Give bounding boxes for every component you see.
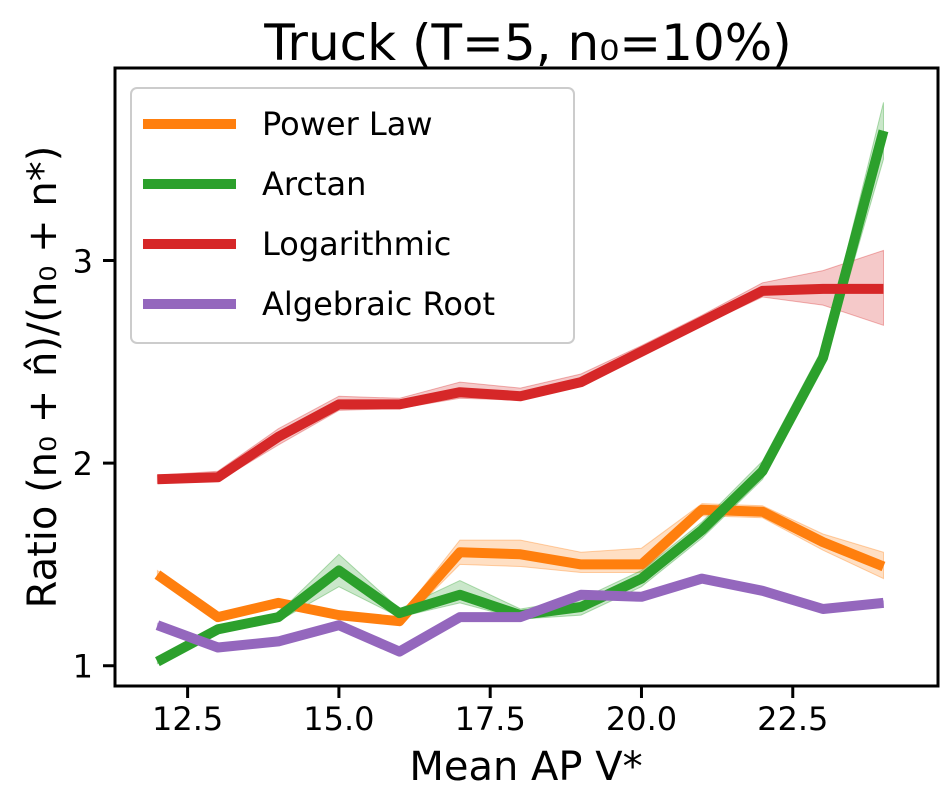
- series-line-algebraic-root: [155, 573, 885, 657]
- x-axis-ticks: 12.5 15.0 17.5 20.0 22.5: [152, 686, 828, 738]
- x-tick-label: 22.5: [757, 700, 828, 738]
- x-tick-label: 15.0: [303, 700, 374, 738]
- y-tick-label: 2: [73, 445, 93, 483]
- legend-label-logarithmic: Logarithmic: [262, 225, 451, 263]
- x-tick-label: 17.5: [455, 700, 526, 738]
- series-line-power-law: [154, 504, 886, 627]
- legend-box: [130, 87, 575, 344]
- chart-title: Truck (T=5, n₀=10%): [263, 14, 792, 72]
- legend: Power Law Arctan Logarithmic Algebraic Root: [130, 87, 575, 344]
- y-tick-label: 3: [73, 242, 93, 280]
- y-axis-label: Ratio (n₀ + n̂)/(n₀ + n*): [20, 146, 66, 609]
- series-lines: [154, 129, 889, 667]
- series-line-logarithmic: [157, 283, 884, 485]
- legend-label-power-law: Power Law: [262, 105, 433, 143]
- x-tick-label: 20.0: [606, 700, 677, 738]
- y-axis-ticks: 1 2 3: [73, 242, 115, 686]
- plot-frame: [113, 66, 940, 688]
- band-logarithmic: [156, 249, 884, 484]
- y-tick-label: 1: [73, 648, 93, 686]
- x-tick-label: 12.5: [152, 700, 223, 738]
- legend-label-arctan: Arctan: [262, 165, 366, 203]
- x-axis-label: Mean AP V*: [409, 744, 642, 790]
- legend-label-algebraic-root: Algebraic Root: [262, 285, 495, 323]
